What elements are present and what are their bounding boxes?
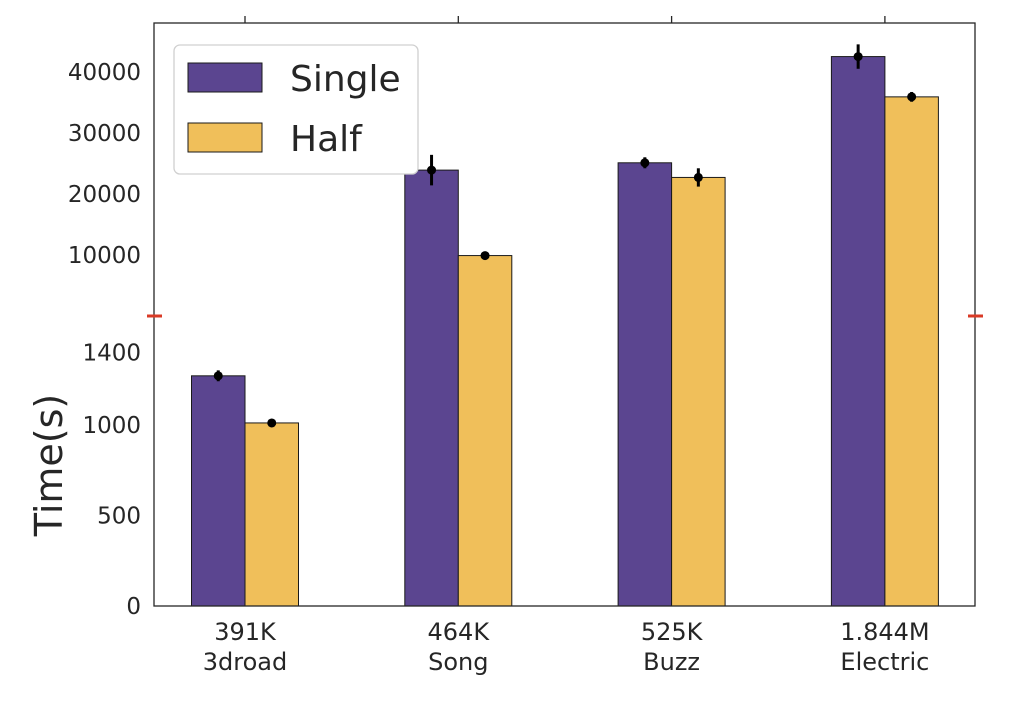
y-tick-label-1400: 1400: [82, 340, 141, 366]
y-axis-title: Time(s): [27, 394, 71, 537]
bar-half-3droad: [244, 422, 299, 607]
y-tick-label-40000: 40000: [68, 60, 141, 86]
y-tick-label-20000: 20000: [68, 182, 141, 208]
x-tick-label-size-song: 464K: [428, 618, 491, 646]
error-bars-layer: [213, 44, 917, 428]
y-tick-label-30000: 30000: [68, 121, 141, 147]
legend-swatch-half: [187, 122, 263, 153]
bar-single-3droad: [191, 375, 246, 607]
x-tick-label-name-3droad: 3droad: [203, 648, 287, 676]
legend: Single Half: [173, 44, 419, 175]
bar-single-electric: [830, 56, 886, 607]
x-tick-label-size-3droad: 391K: [214, 618, 277, 646]
legend-label-half: Half: [290, 119, 363, 160]
mean-point-single-buzz: [640, 158, 650, 168]
x-tick-label-name-buzz: Buzz: [643, 648, 700, 676]
mean-point-half-3droad: [267, 418, 277, 428]
x-tick-label-name-song: Song: [428, 648, 488, 676]
mean-point-single-3droad: [213, 371, 223, 381]
y-tick-label-500: 500: [97, 503, 141, 529]
y-tick-label-10000: 10000: [68, 243, 141, 269]
x-tick-label-size-buzz: 525K: [641, 618, 704, 646]
y-tick-label-0: 0: [126, 594, 141, 620]
legend-label-single: Single: [290, 59, 401, 100]
mean-point-half-electric: [907, 92, 917, 102]
mean-point-half-buzz: [693, 172, 703, 182]
mean-point-half-song: [480, 251, 490, 261]
mean-point-single-song: [427, 165, 437, 175]
bar-single-song: [404, 169, 459, 607]
legend-swatch-single: [187, 62, 263, 93]
bar-single-buzz: [617, 162, 673, 607]
bar-half-buzz: [671, 176, 726, 607]
y-tick-label-1000: 1000: [82, 413, 141, 439]
bar-half-song: [457, 255, 513, 607]
bars-layer: [191, 56, 939, 607]
mean-point-single-electric: [853, 52, 863, 62]
x-tick-label-size-electric: 1.844M: [840, 618, 929, 646]
ticks-layer: [244, 16, 886, 23]
x-tick-label-name-electric: Electric: [840, 648, 929, 676]
bar-half-electric: [884, 96, 939, 607]
